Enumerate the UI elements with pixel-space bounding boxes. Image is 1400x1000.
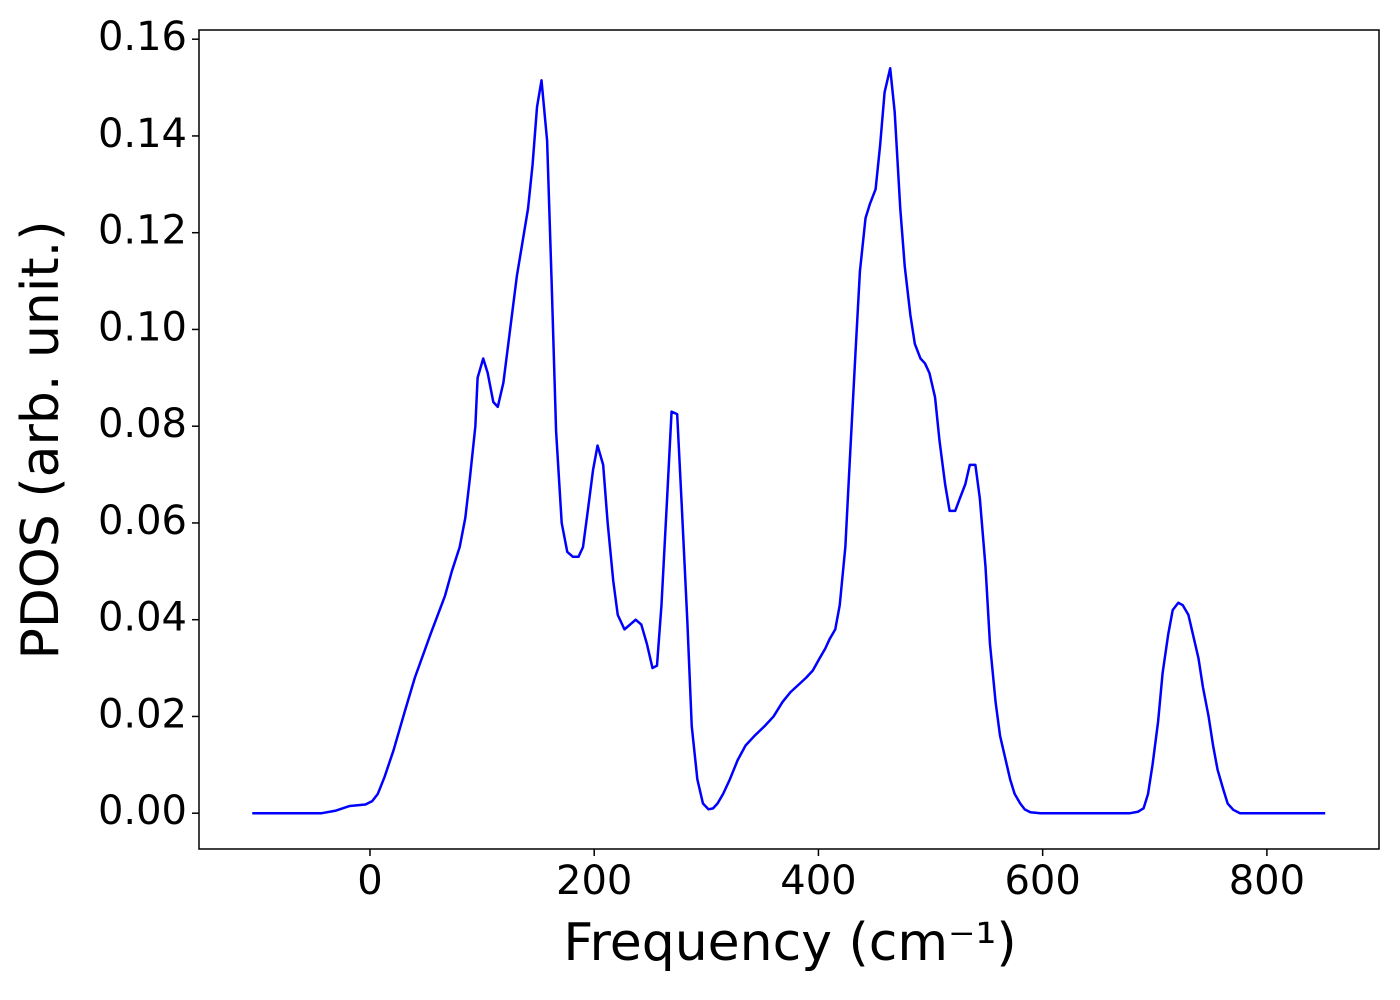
y-tick-label: 0.00 <box>98 788 187 834</box>
line-series <box>252 66 1326 815</box>
y-tick-label: 0.16 <box>98 14 187 60</box>
plot-frame <box>198 29 1380 850</box>
x-tick-label: 600 <box>1004 858 1080 904</box>
x-tick-label: 0 <box>357 858 382 904</box>
y-tick-label: 0.02 <box>98 691 187 737</box>
x-axis-label: Frequency (cm⁻¹) <box>563 913 1016 973</box>
x-tick-label: 400 <box>780 858 856 904</box>
y-tick-label: 0.08 <box>98 401 187 447</box>
y-tick-label: 0.04 <box>98 595 187 641</box>
y-tick-label: 0.10 <box>98 304 187 350</box>
y-tick-label: 0.14 <box>98 111 187 157</box>
y-tick-label: 0.06 <box>98 498 187 544</box>
x-tick-label: 200 <box>556 858 632 904</box>
y-tick-label: 0.12 <box>98 208 187 254</box>
x-tick-label: 800 <box>1229 858 1305 904</box>
y-axis-label: PDOS (arb. unit.) <box>11 220 71 659</box>
